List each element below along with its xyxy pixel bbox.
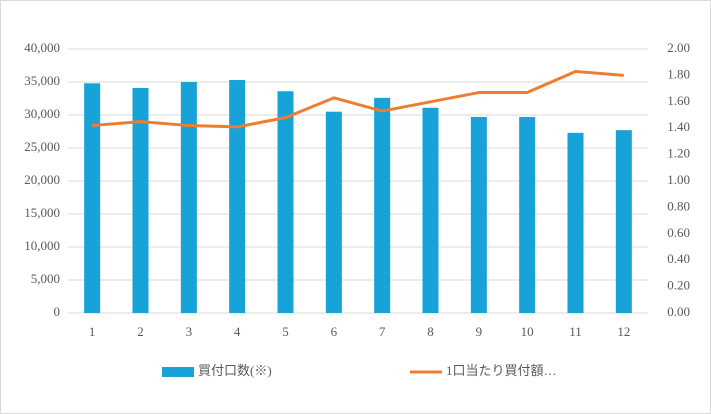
y2-tick-label: 0.20 bbox=[667, 278, 690, 293]
x-tick-label: 8 bbox=[427, 324, 434, 339]
bar bbox=[229, 80, 246, 314]
y-tick-label: 35,000 bbox=[24, 73, 60, 88]
y-tick-label: 5,000 bbox=[31, 271, 60, 286]
legend-label: 1口当たり買付額… bbox=[446, 363, 557, 378]
bar bbox=[132, 87, 149, 313]
bar bbox=[325, 111, 342, 313]
x-tick-label: 3 bbox=[186, 324, 193, 339]
y-tick-label: 25,000 bbox=[24, 139, 60, 154]
bar bbox=[84, 83, 101, 313]
y2-tick-label: 2.00 bbox=[667, 40, 690, 55]
y-tick-label: 40,000 bbox=[24, 40, 60, 55]
y-tick-label: 10,000 bbox=[24, 238, 60, 253]
x-tick-label: 1 bbox=[89, 324, 96, 339]
y2-tick-label: 1.80 bbox=[667, 66, 690, 81]
bar bbox=[277, 91, 294, 314]
x-tick-label: 4 bbox=[234, 324, 241, 339]
y2-tick-label: 1.20 bbox=[667, 146, 690, 161]
legend-swatch bbox=[162, 367, 194, 377]
bar bbox=[615, 130, 632, 313]
x-tick-label: 2 bbox=[137, 324, 144, 339]
bar bbox=[567, 132, 584, 313]
bar bbox=[374, 97, 391, 313]
y-tick-label: 20,000 bbox=[24, 172, 60, 187]
y2-tick-label: 1.00 bbox=[667, 172, 690, 187]
bar bbox=[422, 107, 439, 314]
y-tick-label: 30,000 bbox=[24, 106, 60, 121]
legend-label: 買付口数(※) bbox=[198, 363, 272, 378]
x-tick-label: 5 bbox=[282, 324, 289, 339]
y2-tick-label: 0.60 bbox=[667, 225, 690, 240]
y2-tick-label: 0.40 bbox=[667, 251, 690, 266]
y2-tick-label: 0.80 bbox=[667, 198, 690, 213]
bar bbox=[470, 116, 487, 313]
x-tick-label: 9 bbox=[476, 324, 483, 339]
x-tick-label: 10 bbox=[521, 324, 534, 339]
x-tick-label: 6 bbox=[331, 324, 338, 339]
y-tick-label: 15,000 bbox=[24, 205, 60, 220]
bar bbox=[180, 82, 197, 313]
line-series bbox=[92, 69, 624, 129]
bar bbox=[519, 116, 536, 313]
x-tick-label: 12 bbox=[617, 324, 630, 339]
y2-tick-label: 1.60 bbox=[667, 93, 690, 108]
x-tick-label: 11 bbox=[569, 324, 582, 339]
y2-tick-label: 0.00 bbox=[667, 304, 690, 319]
x-tick-label: 7 bbox=[379, 324, 386, 339]
y2-tick-label: 1.40 bbox=[667, 119, 690, 134]
y-tick-label: 0 bbox=[54, 304, 61, 319]
